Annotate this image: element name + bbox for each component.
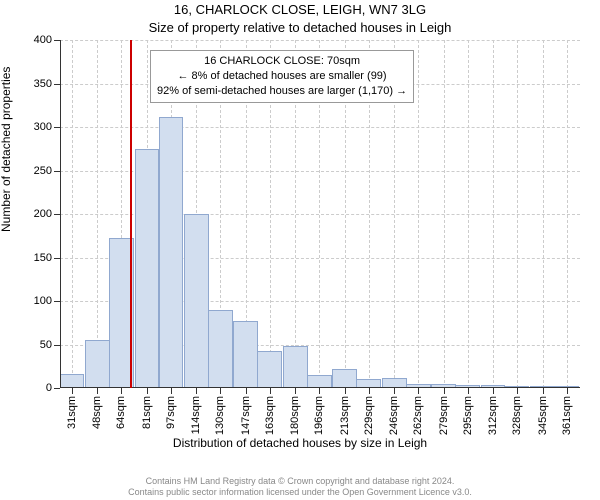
chart-container: 16, CHARLOCK CLOSE, LEIGH, WN7 3LG Size … <box>0 0 600 500</box>
plot-area: 16 CHARLOCK CLOSE: 70sqm ← 8% of detache… <box>60 40 580 388</box>
histogram-bar <box>257 351 282 388</box>
x-tick <box>493 388 494 394</box>
x-tick <box>369 388 370 394</box>
x-tick-label: 213sqm <box>339 396 351 435</box>
grid-vertical <box>72 40 73 388</box>
y-axis-label: Number of detached properties <box>0 67 13 232</box>
grid-vertical <box>418 40 419 388</box>
histogram-bar <box>85 340 110 388</box>
x-tick <box>295 388 296 394</box>
grid-vertical <box>468 40 469 388</box>
marker-line <box>130 40 132 388</box>
x-tick <box>418 388 419 394</box>
info-line-1: 16 CHARLOCK CLOSE: 70sqm <box>157 54 407 69</box>
x-tick-label: 229sqm <box>363 396 375 435</box>
x-tick <box>220 388 221 394</box>
x-tick <box>246 388 247 394</box>
grid-vertical <box>567 40 568 388</box>
x-tick-label: 312sqm <box>487 396 499 435</box>
x-tick-label: 114sqm <box>190 396 202 434</box>
histogram-bar <box>283 346 308 388</box>
x-tick <box>270 388 271 394</box>
y-tick-label: 50 <box>40 339 60 351</box>
footer-line-1: Contains HM Land Registry data © Crown c… <box>0 476 600 487</box>
y-tick-label: 0 <box>46 382 60 394</box>
x-tick-label: 147sqm <box>240 396 252 435</box>
y-tick-label: 150 <box>34 252 60 264</box>
x-tick <box>196 388 197 394</box>
x-tick-label: 130sqm <box>214 396 226 435</box>
x-tick-label: 295sqm <box>462 396 474 435</box>
x-tick-label: 279sqm <box>438 396 450 435</box>
x-tick-label: 246sqm <box>388 396 400 435</box>
y-axis-line <box>60 40 61 388</box>
x-tick-label: 262sqm <box>412 396 424 435</box>
x-tick-label: 361sqm <box>561 396 573 435</box>
x-tick <box>543 388 544 394</box>
histogram-bar <box>332 369 357 388</box>
x-tick <box>468 388 469 394</box>
histogram-bar <box>60 374 85 388</box>
x-tick <box>517 388 518 394</box>
page-subtitle: Size of property relative to detached ho… <box>0 20 600 35</box>
y-tick-label: 250 <box>34 165 60 177</box>
histogram-bar <box>208 310 233 388</box>
x-tick-label: 31sqm <box>66 396 78 429</box>
x-tick-label: 48sqm <box>91 396 103 429</box>
x-tick <box>72 388 73 394</box>
x-tick-label: 180sqm <box>289 396 301 435</box>
marker-info-box: 16 CHARLOCK CLOSE: 70sqm ← 8% of detache… <box>150 50 414 103</box>
y-tick-label: 200 <box>34 208 60 220</box>
x-tick <box>567 388 568 394</box>
grid-vertical <box>444 40 445 388</box>
grid-vertical <box>97 40 98 388</box>
x-tick-label: 196sqm <box>313 396 325 435</box>
histogram-bar <box>135 149 160 388</box>
x-tick <box>147 388 148 394</box>
grid-vertical <box>543 40 544 388</box>
x-axis-label: Distribution of detached houses by size … <box>0 436 600 450</box>
info-line-2: ← 8% of detached houses are smaller (99) <box>157 69 407 84</box>
x-tick <box>171 388 172 394</box>
x-tick-label: 97sqm <box>165 396 177 429</box>
footer-line-2: Contains public sector information licen… <box>0 487 600 498</box>
histogram-bar <box>159 117 184 388</box>
x-tick <box>345 388 346 394</box>
grid-vertical <box>493 40 494 388</box>
y-tick-label: 350 <box>34 78 60 90</box>
x-tick <box>444 388 445 394</box>
x-tick <box>394 388 395 394</box>
x-tick-label: 345sqm <box>537 396 549 435</box>
y-tick-label: 100 <box>34 295 60 307</box>
histogram-bar <box>184 214 209 388</box>
x-tick-label: 64sqm <box>115 396 127 429</box>
x-tick-label: 163sqm <box>264 396 276 435</box>
x-tick <box>319 388 320 394</box>
histogram-bar <box>233 321 258 388</box>
y-tick-label: 400 <box>34 34 60 46</box>
x-tick-label: 81sqm <box>141 396 153 429</box>
x-tick <box>121 388 122 394</box>
x-tick <box>97 388 98 394</box>
grid-vertical <box>517 40 518 388</box>
x-axis-line <box>60 387 580 388</box>
y-tick-label: 300 <box>34 121 60 133</box>
footer: Contains HM Land Registry data © Crown c… <box>0 476 600 499</box>
info-line-3: 92% of semi-detached houses are larger (… <box>157 84 407 99</box>
x-tick-label: 328sqm <box>511 396 523 435</box>
page-title: 16, CHARLOCK CLOSE, LEIGH, WN7 3LG <box>0 2 600 17</box>
